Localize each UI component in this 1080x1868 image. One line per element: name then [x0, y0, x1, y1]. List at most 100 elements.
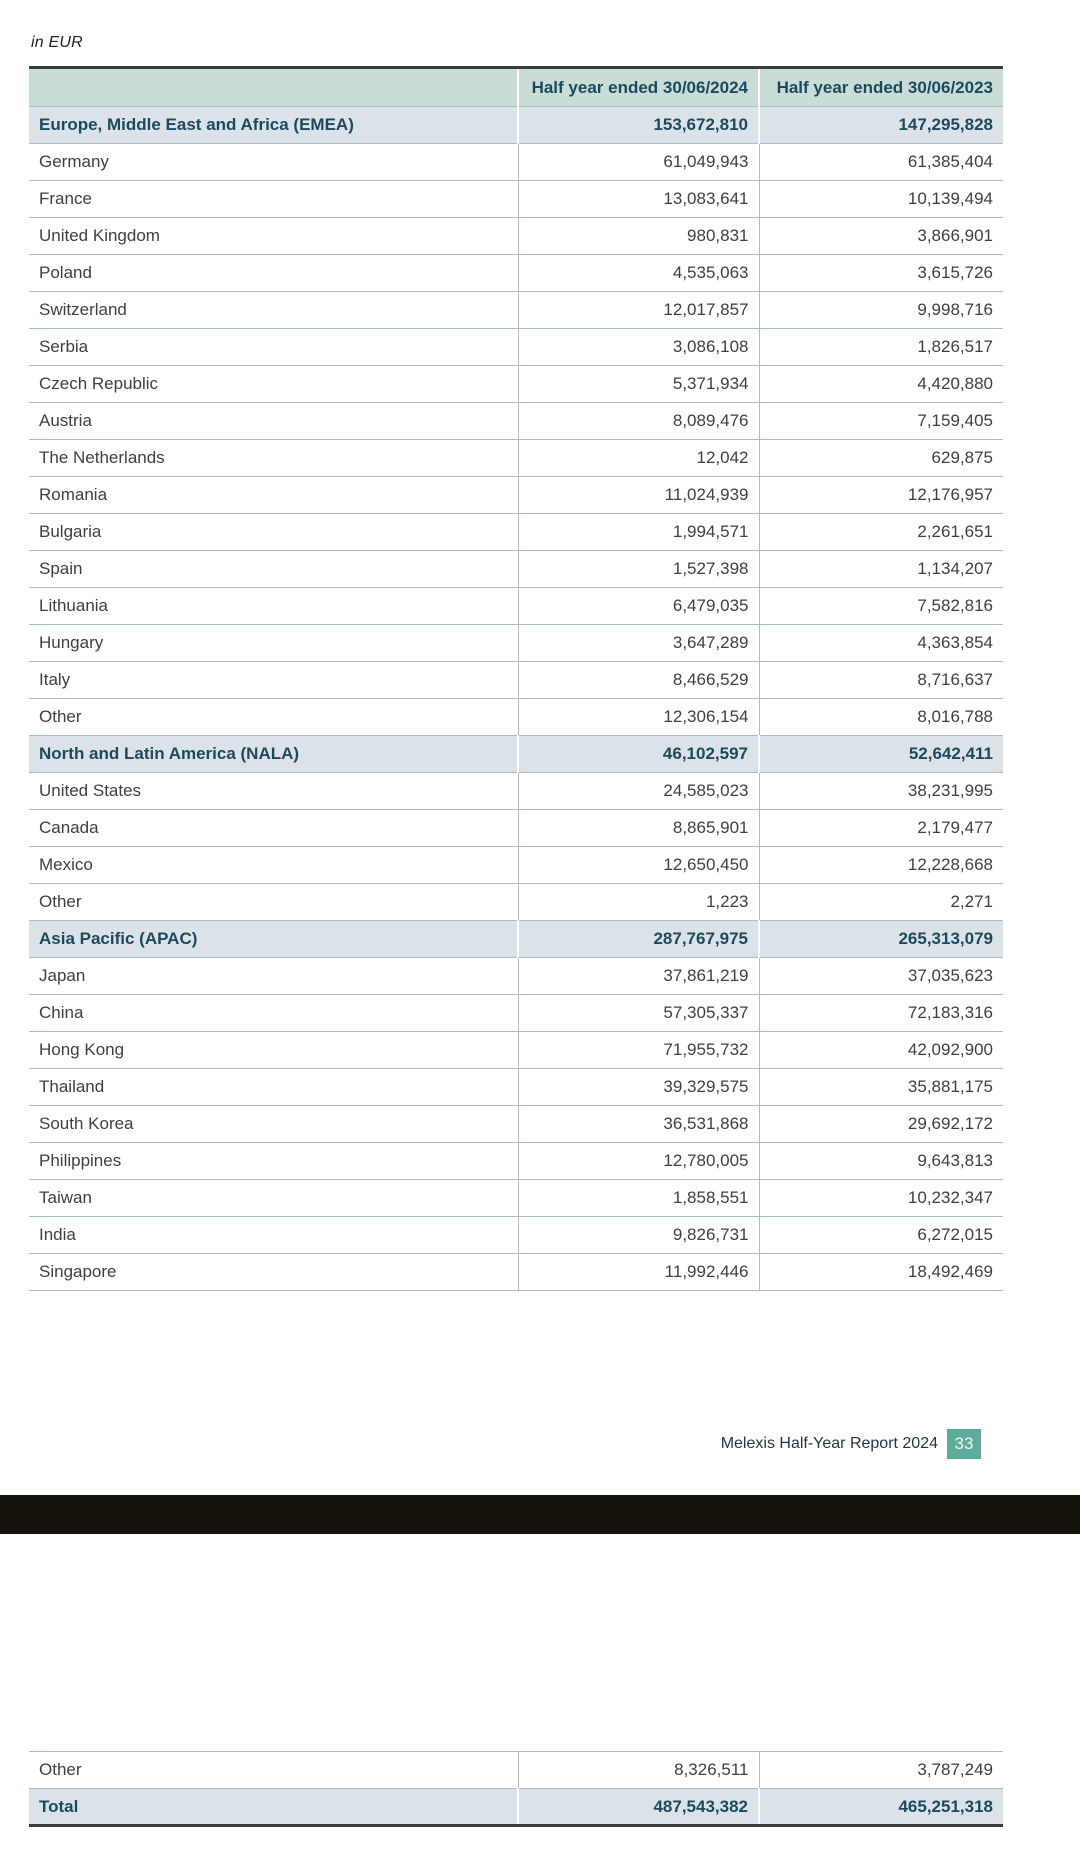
region-cell: Hong Kong [29, 1031, 518, 1069]
region-cell: Thailand [29, 1068, 518, 1106]
value-2023-cell: 61,385,404 [758, 143, 1003, 181]
value-2024-cell: 39,329,575 [517, 1068, 759, 1106]
region-cell: Austria [29, 402, 518, 440]
region-cell: Mexico [29, 846, 518, 884]
revenue-by-region-table: Half year ended 30/06/2024 Half year end… [29, 66, 1003, 1291]
table-row: The Netherlands 12,042 629,875 [29, 439, 1003, 477]
page-number-badge: 33 [947, 1428, 981, 1459]
value-2024-cell: 57,305,337 [517, 994, 759, 1032]
value-2023-cell: 2,261,651 [758, 513, 1003, 551]
value-2023-cell: 9,998,716 [758, 291, 1003, 329]
region-cell: Asia Pacific (APAC) [29, 920, 518, 958]
value-2024-cell: 71,955,732 [517, 1031, 759, 1069]
value-2023-cell: 629,875 [758, 439, 1003, 477]
table-row: United Kingdom 980,831 3,866,901 [29, 217, 1003, 255]
region-cell: Italy [29, 661, 518, 699]
value-2023-cell: 1,134,207 [758, 550, 1003, 588]
table-header-row: Half year ended 30/06/2024 Half year end… [29, 67, 1003, 107]
table-row: Canada 8,865,901 2,179,477 [29, 809, 1003, 847]
value-2024-cell: 8,466,529 [517, 661, 759, 699]
region-cell: Philippines [29, 1142, 518, 1180]
region-cell: United States [29, 772, 518, 810]
value-2024-cell: 1,858,551 [517, 1179, 759, 1217]
region-cell: Europe, Middle East and Africa (EMEA) [29, 106, 518, 144]
value-2023-cell: 465,251,318 [758, 1788, 1003, 1826]
value-2023-cell: 12,228,668 [758, 846, 1003, 884]
value-2023-cell: 265,313,079 [758, 920, 1003, 958]
table-row: Singapore 11,992,446 18,492,469 [29, 1253, 1003, 1291]
value-2023-cell: 6,272,015 [758, 1216, 1003, 1254]
region-cell: Bulgaria [29, 513, 518, 551]
table-row: Romania 11,024,939 12,176,957 [29, 476, 1003, 514]
value-2023-cell: 8,016,788 [758, 698, 1003, 736]
currency-label: in EUR [31, 34, 83, 51]
value-2024-cell: 980,831 [517, 217, 759, 255]
table-row: Taiwan 1,858,551 10,232,347 [29, 1179, 1003, 1217]
value-2024-cell: 11,024,939 [517, 476, 759, 514]
region-cell: Hungary [29, 624, 518, 662]
value-2024-cell: 1,223 [517, 883, 759, 921]
table-row: Hong Kong 71,955,732 42,092,900 [29, 1031, 1003, 1069]
report-title: Melexis Half-Year Report 2024 [720, 1434, 938, 1452]
value-2023-cell: 7,159,405 [758, 402, 1003, 440]
value-2024-cell: 9,826,731 [517, 1216, 759, 1254]
region-cell: Lithuania [29, 587, 518, 625]
region-cell: Taiwan [29, 1179, 518, 1217]
value-2024-cell: 24,585,023 [517, 772, 759, 810]
period-2024-column-header: Half year ended 30/06/2024 [517, 67, 759, 107]
value-2024-cell: 3,086,108 [517, 328, 759, 366]
table-row: Serbia 3,086,108 1,826,517 [29, 328, 1003, 366]
section-row: Europe, Middle East and Africa (EMEA) 153… [29, 106, 1003, 144]
region-cell: Singapore [29, 1253, 518, 1291]
value-2024-cell: 1,527,398 [517, 550, 759, 588]
value-2023-cell: 3,615,726 [758, 254, 1003, 292]
region-cell: Other [29, 698, 518, 736]
value-2024-cell: 61,049,943 [517, 143, 759, 181]
value-2023-cell: 3,787,249 [758, 1751, 1003, 1789]
table-row: Philippines 12,780,005 9,643,813 [29, 1142, 1003, 1180]
table-row: Switzerland 12,017,857 9,998,716 [29, 291, 1003, 329]
value-2024-cell: 12,306,154 [517, 698, 759, 736]
region-cell: South Korea [29, 1105, 518, 1143]
value-2024-cell: 8,865,901 [517, 809, 759, 847]
value-2023-cell: 4,363,854 [758, 624, 1003, 662]
page-break-bar [0, 1495, 1080, 1534]
value-2024-cell: 8,326,511 [517, 1751, 759, 1789]
value-2023-cell: 9,643,813 [758, 1142, 1003, 1180]
section-row: Asia Pacific (APAC) 287,767,975 265,313,07… [29, 920, 1003, 958]
value-2023-cell: 8,716,637 [758, 661, 1003, 699]
region-cell: Canada [29, 809, 518, 847]
value-2023-cell: 147,295,828 [758, 106, 1003, 144]
value-2024-cell: 12,042 [517, 439, 759, 477]
table-row: Hungary 3,647,289 4,363,854 [29, 624, 1003, 662]
table-row: United States 24,585,023 38,231,995 [29, 772, 1003, 810]
table-row: Austria 8,089,476 7,159,405 [29, 402, 1003, 440]
table-row: China 57,305,337 72,183,316 [29, 994, 1003, 1032]
region-column-header [29, 67, 518, 107]
region-cell: India [29, 1216, 518, 1254]
value-2024-cell: 11,992,446 [517, 1253, 759, 1291]
region-cell: Switzerland [29, 291, 518, 329]
table-row: Bulgaria 1,994,571 2,261,651 [29, 513, 1003, 551]
period-2023-column-header: Half year ended 30/06/2023 [758, 67, 1003, 107]
value-2023-cell: 29,692,172 [758, 1105, 1003, 1143]
region-cell: Other [29, 883, 518, 921]
value-2023-cell: 72,183,316 [758, 994, 1003, 1032]
region-cell: Germany [29, 143, 518, 181]
region-cell: Japan [29, 957, 518, 995]
table-row: India 9,826,731 6,272,015 [29, 1216, 1003, 1254]
value-2023-cell: 2,271 [758, 883, 1003, 921]
value-2023-cell: 37,035,623 [758, 957, 1003, 995]
table-row: Other 12,306,154 8,016,788 [29, 698, 1003, 736]
table-row: Mexico 12,650,450 12,228,668 [29, 846, 1003, 884]
value-2023-cell: 38,231,995 [758, 772, 1003, 810]
value-2024-cell: 36,531,868 [517, 1105, 759, 1143]
region-cell: Total [29, 1788, 518, 1826]
page-footer: Melexis Half-Year Report 2024 33 [0, 1428, 981, 1459]
value-2024-cell: 287,767,975 [517, 920, 759, 958]
table-row: Thailand 39,329,575 35,881,175 [29, 1068, 1003, 1106]
value-2024-cell: 37,861,219 [517, 957, 759, 995]
revenue-table-continued: Other 8,326,511 3,787,249 Total 487,543,382 4… [29, 1751, 1003, 1827]
value-2024-cell: 12,017,857 [517, 291, 759, 329]
